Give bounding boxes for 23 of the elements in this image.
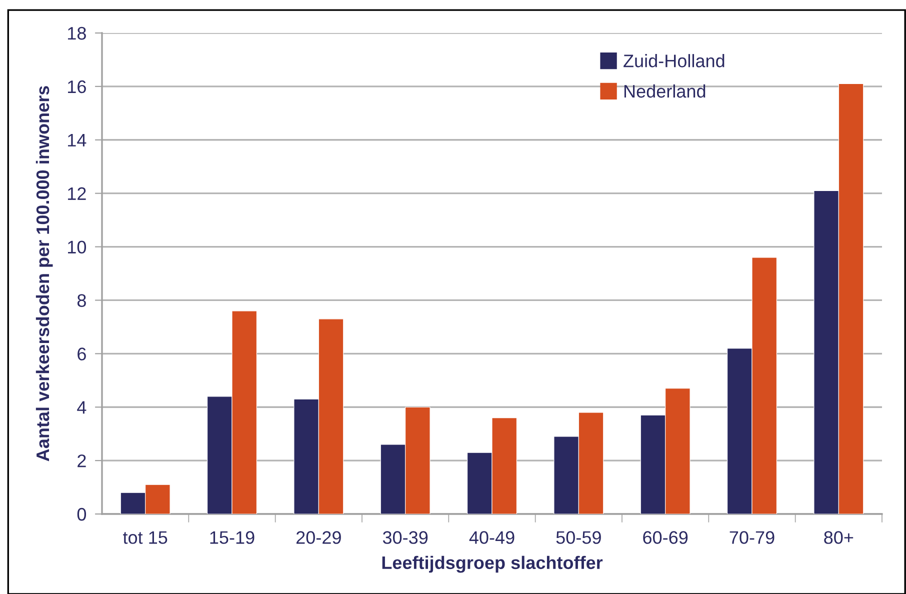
y-tick-label: 12 [68,187,86,200]
x-tick-label: 15-19 [210,531,254,544]
x-tick-label: 40-49 [469,531,514,544]
y-tick-label: 4 [77,401,86,414]
x-tick-label: 70-79 [730,531,774,544]
x-tick-label: 80+ [824,531,854,544]
legend-label: Nederland [624,84,706,98]
y-tick-label: 8 [77,294,86,307]
x-tick-label: 20-29 [296,531,341,544]
x-tick-label: 50-59 [556,531,601,544]
x-tick-label: 60-69 [643,531,688,544]
x-tick-label: tot 15 [123,531,168,544]
y-tick-label: 14 [68,134,86,146]
y-tick-label: 10 [68,240,86,254]
y-tick-label: 18 [68,26,86,40]
y-tick-label: 2 [78,454,86,468]
y-axis-title: Aantal verkeersdoden per 100.000 inwoners [36,86,53,462]
y-tick-label: 16 [68,80,86,94]
y-tick-label: 0 [77,508,86,521]
legend-label: Zuid-Holland [624,54,724,68]
y-tick-label: 6 [78,348,86,360]
x-axis-title: Leeftijdsgroep slachtoffer [382,556,603,573]
x-tick-label: 30-39 [382,531,428,544]
